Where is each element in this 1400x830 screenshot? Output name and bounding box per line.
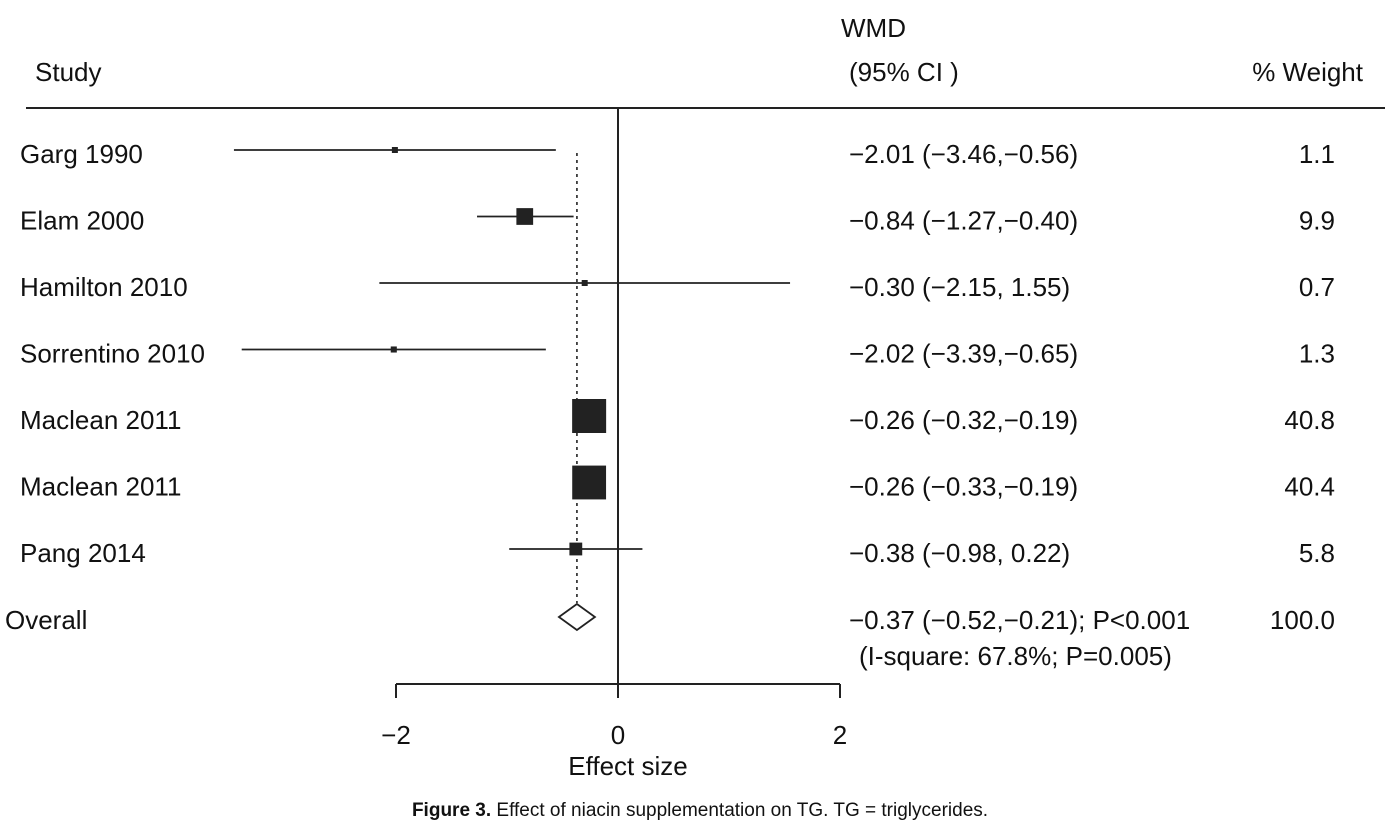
study-label: Maclean 2011 — [20, 405, 181, 435]
estimate-text: −0.84 (−1.27,−0.40) — [849, 206, 1078, 236]
figure-caption-text: Effect of niacin supplementation on TG. … — [491, 800, 988, 821]
study-row: Hamilton 2010 −0.30 (−2.15, 1.55) 0.7 — [20, 272, 1335, 302]
estimate-text: −0.26 (−0.33,−0.19) — [849, 472, 1078, 502]
overall-weight: 100.0 — [1270, 605, 1335, 635]
study-label: Sorrentino 2010 — [20, 339, 205, 369]
estimate-text: −0.30 (−2.15, 1.55) — [849, 272, 1070, 302]
study-column-header: Study — [35, 57, 102, 87]
x-tick-label: −2 — [381, 720, 411, 750]
study-row: Maclean 2011 −0.26 (−0.33,−0.19) 40.4 — [20, 465, 1335, 502]
estimate-text: −2.01 (−3.46,−0.56) — [849, 139, 1078, 169]
effect-marker — [390, 346, 397, 353]
heterogeneity-text: (I-square: 67.8%; P=0.005) — [859, 641, 1172, 671]
study-row: Elam 2000 −0.84 (−1.27,−0.40) 9.9 — [20, 206, 1335, 236]
ci-column-header: (95% CI ) — [849, 57, 959, 87]
estimate-text: −2.02 (−3.39,−0.65) — [849, 339, 1078, 369]
overall-label: Overall — [5, 605, 87, 635]
x-axis-title: Effect size — [568, 751, 687, 781]
estimate-text: −0.26 (−0.32,−0.19) — [849, 405, 1078, 435]
weight-text: 1.1 — [1299, 139, 1335, 169]
weight-text: 0.7 — [1299, 272, 1335, 302]
weight-text: 40.8 — [1284, 405, 1335, 435]
effect-marker — [516, 208, 534, 225]
study-rows: Garg 1990 −2.01 (−3.46,−0.56) 1.1 Elam 2000… — [20, 139, 1335, 568]
effect-marker — [569, 542, 583, 556]
overall-diamond — [557, 602, 597, 632]
weight-column-header: % Weight — [1252, 57, 1364, 87]
study-label: Hamilton 2010 — [20, 272, 188, 302]
study-label: Elam 2000 — [20, 206, 144, 236]
x-tick-label: 0 — [611, 720, 625, 750]
figure-caption: Figure 3. Effect of niacin supplementati… — [412, 800, 988, 821]
study-label: Pang 2014 — [20, 538, 146, 568]
figure-caption-label: Figure 3. — [412, 800, 491, 821]
study-row: Maclean 2011 −0.26 (−0.32,−0.19) 40.8 — [20, 399, 1335, 435]
study-row: Pang 2014 −0.38 (−0.98, 0.22) 5.8 — [20, 538, 1335, 568]
weight-text: 5.8 — [1299, 538, 1335, 568]
study-row: Garg 1990 −2.01 (−3.46,−0.56) 1.1 — [20, 139, 1335, 169]
study-label: Garg 1990 — [20, 139, 143, 169]
x-axis: −2 0 2 Effect size — [381, 683, 847, 781]
study-row: Sorrentino 2010 −2.02 (−3.39,−0.65) 1.3 — [20, 339, 1335, 369]
x-tick-label: 2 — [833, 720, 847, 750]
weight-text: 1.3 — [1299, 339, 1335, 369]
effect-marker — [581, 280, 588, 286]
wmd-column-header: WMD — [841, 13, 906, 43]
x-axis-ticks: −2 0 2 — [381, 684, 847, 750]
weight-text: 9.9 — [1299, 206, 1335, 236]
effect-marker — [572, 399, 607, 433]
overall-estimate-text: −0.37 (−0.52,−0.21); P<0.001 — [849, 605, 1190, 635]
estimate-text: −0.38 (−0.98, 0.22) — [849, 538, 1070, 568]
weight-text: 40.4 — [1284, 472, 1335, 502]
effect-marker — [391, 147, 398, 153]
overall-row: Overall −0.37 (−0.52,−0.21); P<0.001 100… — [5, 602, 1335, 671]
effect-marker — [572, 465, 607, 500]
study-label: Maclean 2011 — [20, 472, 181, 502]
